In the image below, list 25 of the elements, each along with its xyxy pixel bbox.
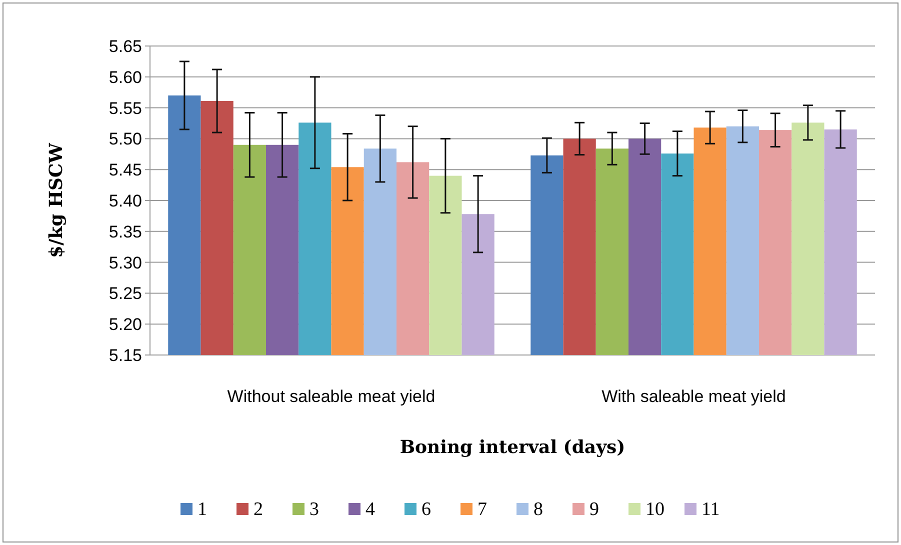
legend-label: 4 bbox=[366, 499, 376, 520]
y-tick-label: 5.60 bbox=[108, 68, 142, 87]
legend-label: 6 bbox=[422, 499, 431, 520]
y-tick-label: 5.30 bbox=[108, 253, 142, 272]
legend-label: 2 bbox=[254, 499, 263, 520]
y-tick-label: 5.65 bbox=[108, 36, 142, 56]
y-axis-title: $/kg HSCW bbox=[46, 142, 67, 258]
y-tick-label: 5.45 bbox=[108, 160, 142, 180]
x-axis-title: Boning interval (days) bbox=[400, 437, 626, 458]
x-tick-label: With saleable meat yield bbox=[602, 387, 786, 406]
y-tick-label: 5.25 bbox=[108, 284, 142, 304]
y-tick-label: 5.55 bbox=[108, 98, 142, 118]
y-tick-label: 5.50 bbox=[108, 130, 142, 149]
legend-label: 7 bbox=[478, 499, 487, 520]
y-tick-label: 5.15 bbox=[108, 346, 142, 365]
legend-label: 8 bbox=[534, 499, 543, 520]
legend-label: 1 bbox=[198, 499, 207, 520]
legend-label: 3 bbox=[310, 499, 319, 520]
y-tick-label: 5.40 bbox=[108, 191, 142, 210]
y-tick-label: 5.20 bbox=[108, 315, 142, 334]
legend-label: 10 bbox=[646, 499, 664, 520]
legend-label: 9 bbox=[590, 499, 599, 520]
legend-label: 11 bbox=[702, 499, 720, 520]
x-tick-label: Without saleable meat yield bbox=[227, 387, 436, 406]
y-tick-label: 5.35 bbox=[108, 222, 142, 242]
